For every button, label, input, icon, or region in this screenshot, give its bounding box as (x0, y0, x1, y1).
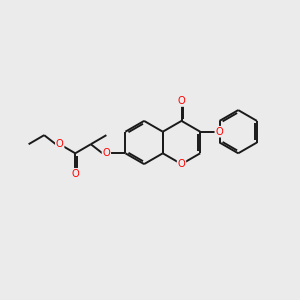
Text: O: O (103, 148, 110, 158)
Text: O: O (178, 96, 185, 106)
Text: O: O (215, 127, 223, 137)
Text: O: O (71, 169, 79, 179)
Text: O: O (56, 139, 64, 149)
Text: O: O (178, 159, 185, 169)
